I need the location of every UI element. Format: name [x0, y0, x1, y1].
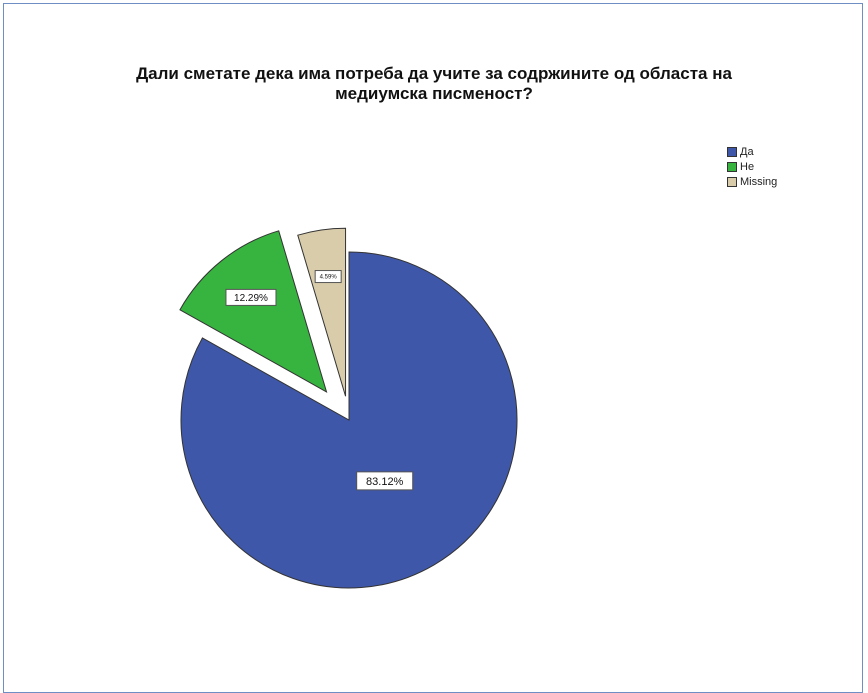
legend-item-no: Не — [727, 159, 777, 174]
legend: Да Не Missing — [727, 144, 777, 189]
slice-label-no: 12.29% — [225, 288, 277, 306]
legend-item-missing: Missing — [727, 174, 777, 189]
legend-label-yes: Да — [740, 145, 754, 158]
chart-title: Дали сметате дека има потреба да учите з… — [136, 64, 732, 103]
legend-label-missing: Missing — [740, 175, 778, 188]
slice-label-missing: 4.59% — [314, 270, 342, 284]
legend-item-yes: Да — [727, 144, 777, 159]
svg-text:83.12%: 83.12% — [366, 476, 404, 488]
slice-label-yes: 83.12% — [356, 471, 414, 491]
slice-yes — [180, 251, 518, 589]
svg-text:12.29%: 12.29% — [234, 293, 268, 304]
legend-label-no: Не — [740, 160, 755, 173]
legend-swatch-no — [727, 161, 737, 172]
legend-swatch-yes — [727, 146, 737, 157]
legend-swatch-missing — [727, 176, 737, 187]
slice-no — [179, 230, 328, 393]
svg-text:4.59%: 4.59% — [320, 275, 338, 281]
